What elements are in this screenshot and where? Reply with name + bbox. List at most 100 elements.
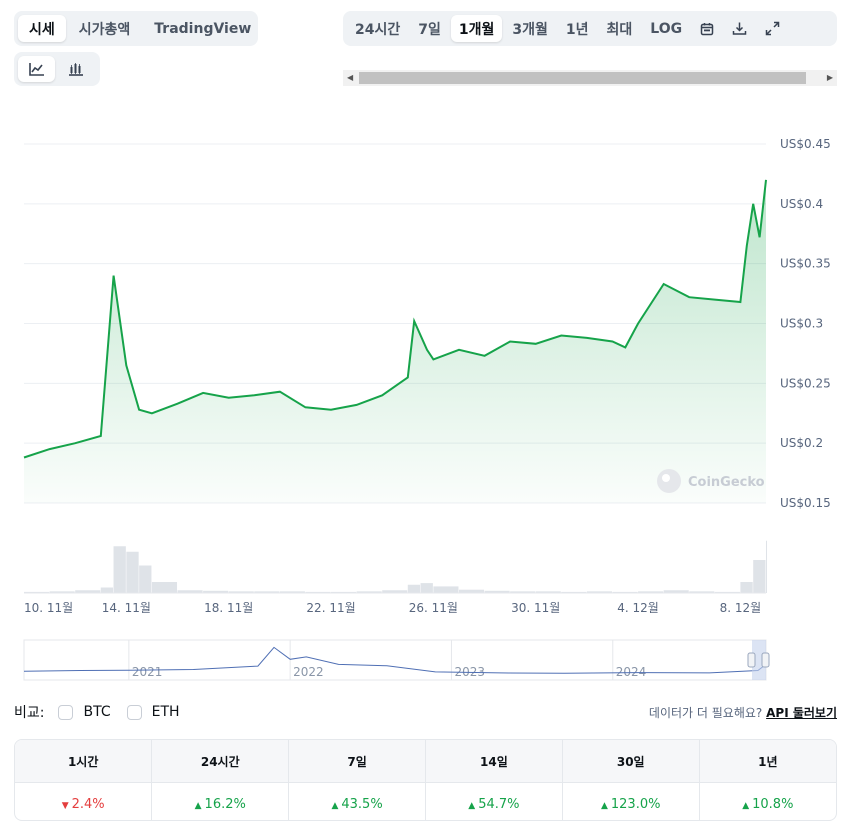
scroll-right-icon[interactable]: ▶	[826, 73, 833, 82]
range-tabs: 24시간 7일 1개월 3개월 1년 최대 LOG	[343, 11, 837, 46]
volume-bar	[126, 551, 139, 593]
chart-style-tabs	[14, 52, 100, 86]
scroll-left-icon[interactable]: ◀	[347, 73, 354, 82]
compare-eth-label[interactable]: ETH	[151, 704, 180, 720]
fullscreen-icon	[765, 21, 780, 36]
volume-bar	[420, 583, 433, 593]
price-chart[interactable]: US$0.45 US$0.4 US$0.35 US$0.3 US$0.25 US$0.2 U…	[0, 120, 853, 685]
volume-bar	[203, 590, 229, 593]
range-24h[interactable]: 24시간	[355, 21, 401, 38]
perf-value-text: 2.4%	[71, 796, 105, 812]
y-tick-label: US$0.25	[780, 376, 831, 390]
line-chart-button[interactable]	[18, 56, 55, 82]
navigator-window[interactable]	[752, 640, 766, 680]
perf-header: 7일	[288, 740, 426, 783]
perf-value: ▲ 123.0%	[562, 782, 700, 820]
volume-bar	[305, 591, 331, 593]
watermark: CoinGecko	[657, 469, 765, 493]
range-navigator[interactable]: 2021 2022 2023 2024	[23, 639, 770, 681]
volume-bar	[24, 591, 50, 593]
caret-up-icon: ▲	[331, 800, 339, 811]
volume-bar	[228, 591, 254, 593]
volume-bar	[663, 590, 689, 593]
caret-up-icon: ▲	[194, 800, 202, 811]
x-tick-label: 26. 11월	[409, 601, 458, 615]
download-icon	[732, 22, 747, 35]
y-axis: US$0.45 US$0.4 US$0.35 US$0.3 US$0.25 US$0.2 U…	[780, 137, 831, 510]
perf-header: 1시간	[15, 740, 153, 783]
volume-bar	[484, 590, 510, 593]
api-link[interactable]: API 둘러보기	[766, 706, 837, 720]
log-toggle[interactable]: LOG	[650, 20, 683, 37]
range-1m[interactable]: 1개월	[450, 15, 503, 42]
volume-bar	[382, 590, 408, 593]
volume-bar	[113, 546, 126, 593]
caret-down-icon: ▼	[61, 800, 69, 811]
download-button[interactable]	[724, 15, 755, 42]
tab-tradingview[interactable]: TradingView	[154, 20, 252, 37]
range-max[interactable]: 최대	[606, 21, 633, 38]
caret-up-icon: ▲	[742, 800, 750, 811]
perf-value-text: 123.0%	[610, 796, 661, 812]
volume-bar	[139, 565, 152, 593]
range-1y[interactable]: 1년	[565, 21, 589, 38]
volume-bar	[535, 591, 561, 593]
x-tick-label: 14. 11월	[102, 601, 151, 615]
x-tick-label: 10. 11월	[24, 601, 73, 615]
watermark-text: CoinGecko	[688, 475, 765, 490]
x-axis: 10. 11월 14. 11월 18. 11월 22. 11월 26. 11월 30. 1…	[24, 601, 761, 615]
perf-value: ▲ 54.7%	[425, 782, 563, 820]
y-tick-label: US$0.4	[780, 197, 823, 211]
x-tick-label: 30. 11월	[511, 601, 560, 615]
volume-bar	[766, 540, 767, 593]
range-7d[interactable]: 7일	[418, 21, 441, 38]
volume-bar	[586, 591, 612, 593]
compare-btc-label[interactable]: BTC	[83, 704, 111, 720]
candlestick-button[interactable]	[57, 56, 94, 82]
volume-bar	[714, 591, 740, 593]
volume-bar	[458, 589, 485, 593]
caret-up-icon: ▲	[468, 800, 476, 811]
volume-bar	[561, 591, 587, 593]
compare-eth-checkbox[interactable]	[126, 704, 142, 720]
tab-price[interactable]: 시세	[18, 15, 66, 42]
y-tick-label: US$0.15	[780, 496, 831, 510]
fullscreen-button[interactable]	[757, 15, 788, 42]
navigator-handle-right[interactable]	[761, 652, 770, 668]
price-type-tabs: 시세 시가총액 TradingView	[14, 11, 258, 46]
volume-bar	[75, 590, 101, 593]
navigator-line	[23, 646, 767, 674]
perf-value: ▲ 16.2%	[151, 782, 290, 820]
tab-market-cap[interactable]: 시가총액	[78, 21, 131, 38]
more-data: 데이터가 더 필요해요? API 둘러보기	[649, 704, 837, 721]
volume-bar	[433, 586, 459, 593]
perf-header: 30일	[562, 740, 700, 783]
volume-bar	[177, 590, 203, 593]
volume-bar	[638, 591, 664, 593]
x-tick-label: 22. 11월	[306, 601, 355, 615]
perf-value-text: 10.8%	[752, 796, 794, 812]
more-data-text: 데이터가 더 필요해요?	[648, 706, 763, 720]
navigator-handle-left[interactable]	[747, 652, 756, 668]
scrollbar-thumb[interactable]	[359, 72, 806, 84]
volume-bar	[510, 591, 536, 593]
volume-bar	[49, 591, 75, 593]
x-tick-label: 4. 12월	[617, 601, 659, 615]
price-area	[24, 179, 766, 503]
perf-value-text: 54.7%	[478, 796, 520, 812]
volume-bar	[254, 591, 280, 593]
compare-label: 비교:	[14, 705, 45, 721]
volume-bar	[612, 591, 638, 593]
volume-bar	[356, 591, 382, 593]
volume-bar	[753, 560, 766, 593]
compare-btc-checkbox[interactable]	[58, 704, 74, 720]
y-tick-label: US$0.35	[780, 257, 831, 271]
y-tick-label: US$0.2	[780, 436, 823, 450]
line-chart-icon	[28, 63, 44, 76]
perf-value-text: 43.5%	[341, 796, 383, 812]
calendar-button[interactable]	[692, 15, 722, 42]
price-line	[23, 179, 767, 459]
perf-header: 14일	[425, 740, 563, 783]
range-3m[interactable]: 3개월	[512, 21, 548, 38]
range-scrollbar[interactable]: ◀ ▶	[343, 70, 837, 86]
